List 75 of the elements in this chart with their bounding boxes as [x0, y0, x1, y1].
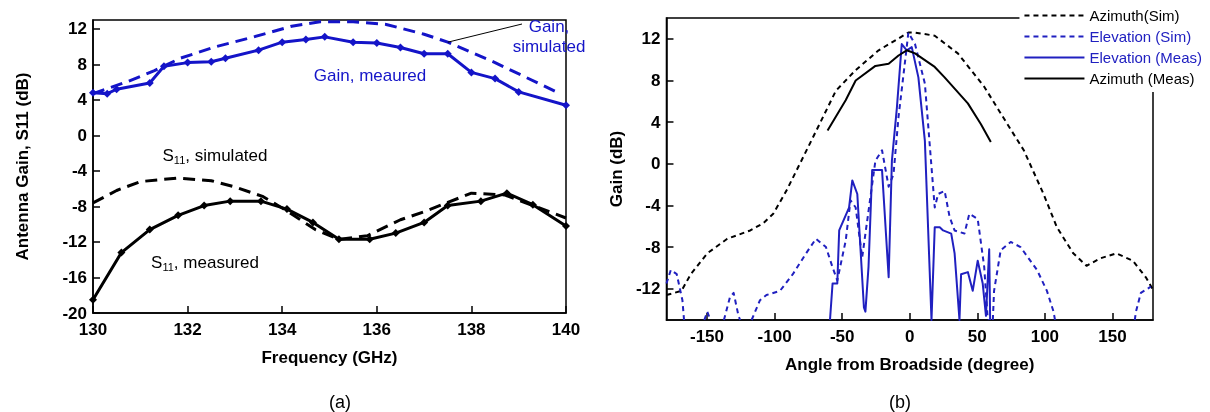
point — [365, 235, 374, 244]
y-tick-label: 0 — [651, 154, 661, 174]
y-tick-label: -20 — [62, 303, 87, 323]
legend-label: Elevation (Sim) — [1089, 28, 1192, 45]
y-tick-label: -8 — [645, 237, 661, 257]
y-tick-label: -12 — [635, 279, 661, 299]
point — [301, 35, 310, 44]
y-tick-label: -12 — [62, 232, 87, 252]
point — [528, 200, 537, 209]
x-axis-title: Frequency (GHz) — [261, 348, 398, 367]
x-tick-label: 150 — [1098, 327, 1127, 346]
point — [174, 211, 183, 220]
point — [89, 88, 97, 97]
y-tick-label: 8 — [77, 54, 87, 74]
point — [562, 221, 570, 230]
point — [254, 46, 263, 55]
point — [278, 38, 287, 47]
legend-label: Elevation (Meas) — [1089, 49, 1202, 66]
point — [207, 57, 216, 66]
point — [221, 54, 230, 63]
point — [514, 87, 523, 96]
point — [334, 235, 343, 244]
point — [391, 229, 400, 238]
x-tick-label: 50 — [967, 327, 987, 346]
x-tick-label: 130 — [78, 320, 108, 339]
point — [89, 295, 97, 304]
annotation: Gain, meaured — [313, 65, 427, 85]
point — [183, 58, 192, 67]
point — [117, 248, 126, 257]
x-tick-label: -50 — [829, 327, 855, 346]
line-series — [826, 49, 992, 143]
x-tick-label: 0 — [905, 327, 915, 346]
y-tick-label: 12 — [68, 19, 87, 39]
y-tick-label: -4 — [71, 161, 88, 181]
point — [320, 32, 329, 41]
point — [491, 74, 500, 83]
point — [159, 62, 168, 71]
text: (b) — [889, 392, 911, 412]
y-tick-label: 8 — [651, 70, 661, 90]
point — [200, 201, 209, 210]
x-tick-label: 134 — [268, 320, 297, 339]
point — [476, 197, 485, 206]
y-tick-label: 4 — [651, 112, 661, 132]
text: (a) — [329, 392, 351, 412]
y-tick-label: 4 — [77, 90, 88, 110]
point — [226, 197, 235, 206]
x-tick-label: -150 — [690, 327, 725, 346]
point — [396, 43, 405, 52]
point — [420, 218, 429, 227]
x-tick-label: -100 — [757, 327, 792, 346]
point — [562, 101, 570, 110]
x-tick-label: 100 — [1030, 327, 1060, 346]
y-axis-title: Gain (dB) — [607, 130, 626, 208]
point — [145, 79, 154, 88]
point — [467, 68, 476, 77]
x-tick-label: 132 — [173, 320, 202, 339]
x-tick-label: 140 — [551, 320, 581, 339]
legend-label: Azimuth (Meas) — [1089, 70, 1195, 87]
y-tick-label: 0 — [77, 125, 87, 145]
point — [145, 225, 154, 234]
point — [443, 49, 452, 58]
point — [103, 89, 112, 98]
point — [112, 85, 121, 94]
x-tick-label: 138 — [457, 320, 486, 339]
y-tick-label: -8 — [71, 196, 87, 216]
x-tick-label: 136 — [362, 320, 391, 339]
x-axis-title: Angle from Broadside (degree) — [785, 355, 1035, 374]
y-tick-label: -4 — [645, 195, 662, 215]
point — [502, 189, 511, 198]
y-tick-label: -16 — [62, 267, 87, 287]
point — [308, 218, 317, 227]
y-tick-label: 12 — [641, 29, 661, 49]
y-axis-title: Antenna Gain, S11 (dB) — [13, 72, 32, 261]
point — [443, 201, 452, 210]
legend-label: Azimuth(Sim) — [1089, 7, 1180, 24]
